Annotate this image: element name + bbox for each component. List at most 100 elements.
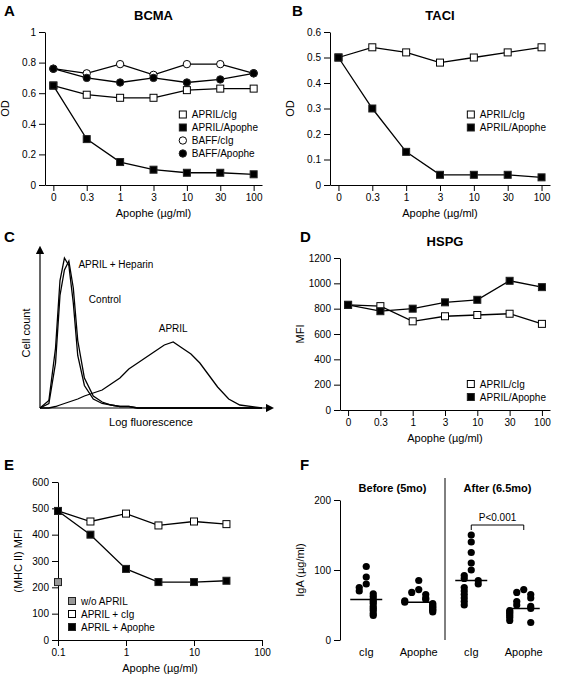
- median-line: [403, 601, 435, 603]
- tick-label: 400: [32, 529, 49, 540]
- plot-area: [345, 277, 546, 327]
- plot-area: [55, 507, 230, 585]
- tick-mark: [52, 640, 58, 641]
- tick: 1000: [309, 278, 340, 289]
- annotation: P<0.001: [479, 512, 517, 523]
- panel-label: A: [4, 2, 15, 19]
- series-line: [40, 342, 262, 408]
- data-point: [183, 60, 190, 67]
- data-point: [117, 94, 124, 101]
- axis-line: [39, 250, 40, 408]
- tick-label: 1200: [309, 253, 332, 264]
- data-point: [506, 617, 513, 624]
- data-point: [191, 579, 198, 586]
- data-point: [250, 85, 257, 92]
- tick: 200: [314, 495, 340, 506]
- data-point: [250, 171, 257, 178]
- data-point: [363, 573, 370, 580]
- x-axis-title: Log fluorescence: [109, 416, 193, 428]
- tick-mark: [324, 32, 330, 33]
- tick-label: 0: [336, 192, 342, 203]
- tick-label: 0: [325, 635, 331, 646]
- tick-mark: [52, 561, 58, 562]
- tick-label: 100: [246, 192, 263, 203]
- panel-label: C: [4, 228, 15, 245]
- tick: 3: [443, 410, 449, 428]
- data-point: [345, 301, 352, 308]
- data-point: [55, 507, 62, 514]
- data-point: [409, 305, 416, 312]
- tick-mark: [220, 185, 221, 191]
- data-point: [356, 587, 363, 594]
- tick: 3: [438, 185, 444, 203]
- panel-label: B: [292, 2, 303, 19]
- data-point: [183, 87, 190, 94]
- tick-label: 100: [32, 608, 49, 619]
- series-line: [348, 281, 542, 311]
- data-point: [377, 308, 384, 315]
- tick-label: 1: [404, 192, 410, 203]
- data-point: [504, 49, 511, 56]
- data-point: [363, 580, 370, 587]
- tick-label: 800: [314, 303, 331, 314]
- plot-area: [335, 44, 545, 181]
- tick-mark: [334, 258, 340, 259]
- legend-marker: [467, 381, 474, 388]
- data-point: [504, 171, 511, 178]
- data-point: [538, 320, 545, 327]
- tick-mark: [324, 134, 330, 135]
- legend-marker: [179, 150, 186, 157]
- title: HSPG: [427, 234, 464, 249]
- tick-label: 0.5: [307, 52, 321, 63]
- tick-label: 100: [254, 647, 271, 658]
- data-point: [527, 619, 534, 626]
- tick-mark: [324, 185, 330, 186]
- tick: 800: [314, 303, 340, 314]
- y-axis-title: OD: [284, 100, 296, 117]
- tick: 100: [254, 640, 271, 658]
- median-line: [350, 599, 382, 601]
- data-point: [437, 171, 444, 178]
- tick: 0.8: [22, 57, 45, 68]
- series-line: [40, 258, 262, 408]
- tick-label: 0.8: [22, 57, 36, 68]
- data-point: [223, 521, 230, 528]
- tick: 10: [182, 185, 194, 203]
- tick-mark: [262, 640, 263, 646]
- panel-label: F: [300, 456, 309, 473]
- legend-marker: [179, 111, 186, 118]
- tick-mark: [334, 283, 340, 284]
- tick-label: 0.4: [307, 78, 321, 89]
- tick-label: 0.2: [22, 149, 36, 160]
- legend: w/o APRILAPRIL + cIgAPRIL + Apophe: [69, 596, 156, 633]
- tick-label: 10: [182, 192, 194, 203]
- tick: 0: [315, 180, 330, 191]
- legend-label: APRIL/cIg: [192, 109, 237, 120]
- tick-label: 600: [32, 477, 49, 488]
- legend-label: APRIL/Apophe: [480, 122, 547, 133]
- series-label: APRIL + Heparin: [78, 259, 153, 270]
- tick: 0.6: [22, 88, 45, 99]
- data-point: [150, 74, 157, 81]
- tick-mark: [39, 185, 45, 186]
- y-axis-title: Cell count: [20, 309, 32, 358]
- axis-line: [59, 640, 263, 641]
- data-point: [117, 159, 124, 166]
- legend-label: BAFF/cIg: [192, 135, 234, 146]
- tick-mark: [440, 185, 441, 191]
- tick-mark: [334, 385, 340, 386]
- tick: 0.2: [307, 129, 330, 140]
- tick-label: 3: [151, 192, 157, 203]
- data-point: [217, 169, 224, 176]
- data-point: [363, 563, 370, 570]
- tick-label: 30: [215, 192, 227, 203]
- tick-label: 1: [124, 647, 130, 658]
- data-point: [429, 608, 436, 615]
- tick-mark: [52, 587, 58, 588]
- tick-label: 100: [534, 192, 551, 203]
- plot-area: [40, 258, 262, 408]
- tick-label: 400: [314, 354, 331, 365]
- data-point: [50, 82, 57, 89]
- legend-marker: [467, 124, 474, 131]
- tick-mark: [413, 410, 414, 416]
